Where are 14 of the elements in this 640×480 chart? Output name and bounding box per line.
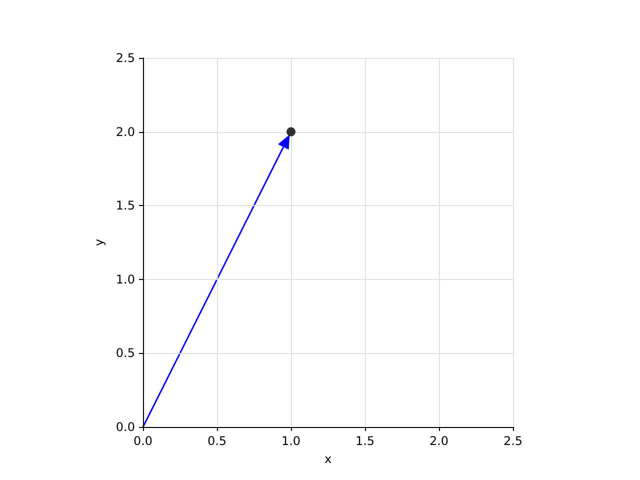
x-tick-label: 2.0 [429,434,449,448]
y-tick-label: 0.0 [116,420,135,434]
x-tick-label: 1.5 [355,434,375,448]
y-tick-label: 1.0 [116,272,135,286]
x-tick-label: 0.5 [207,434,227,448]
x-tick-label: 0.0 [133,434,153,448]
y-tick-label: 2.5 [116,51,135,65]
y-axis-title: y [92,238,106,246]
x-tick-label: 1.0 [281,434,301,448]
x-tick-label: 2.5 [503,434,523,448]
y-tick-label: 2.0 [116,124,135,139]
y-tick-label: 0.5 [116,346,135,360]
y-tick-label: 1.5 [116,198,135,213]
x-axis-title: x [324,452,332,466]
